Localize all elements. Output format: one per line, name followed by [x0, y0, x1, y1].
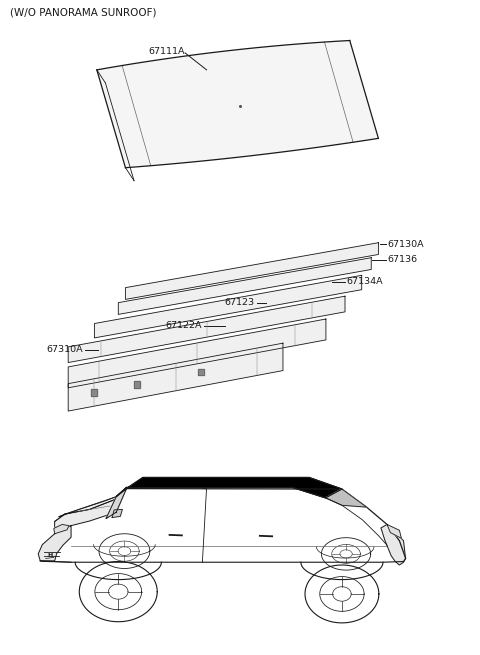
Polygon shape [38, 526, 71, 561]
Polygon shape [59, 487, 126, 517]
Polygon shape [91, 389, 97, 396]
Polygon shape [54, 525, 69, 534]
Polygon shape [68, 319, 326, 388]
Text: 67111A: 67111A [148, 47, 185, 56]
Polygon shape [112, 510, 122, 517]
Text: 67136: 67136 [387, 255, 417, 264]
Polygon shape [68, 296, 345, 362]
Text: 67123: 67123 [224, 298, 254, 307]
Polygon shape [381, 525, 406, 565]
Polygon shape [106, 489, 126, 519]
Text: 67134A: 67134A [347, 277, 383, 286]
Text: 67310A: 67310A [46, 345, 83, 354]
Polygon shape [97, 41, 378, 168]
Text: H: H [47, 553, 52, 558]
Polygon shape [134, 381, 140, 388]
Polygon shape [118, 257, 371, 314]
Polygon shape [387, 525, 401, 538]
Polygon shape [199, 369, 204, 375]
Polygon shape [95, 275, 362, 338]
Text: (W/O PANORAMA SUNROOF): (W/O PANORAMA SUNROOF) [10, 8, 156, 18]
Polygon shape [325, 489, 367, 507]
Text: 67122A: 67122A [165, 321, 202, 330]
Text: 67130A: 67130A [387, 240, 424, 248]
Polygon shape [68, 343, 283, 411]
Polygon shape [55, 489, 126, 534]
Polygon shape [125, 243, 378, 299]
Polygon shape [116, 477, 342, 498]
